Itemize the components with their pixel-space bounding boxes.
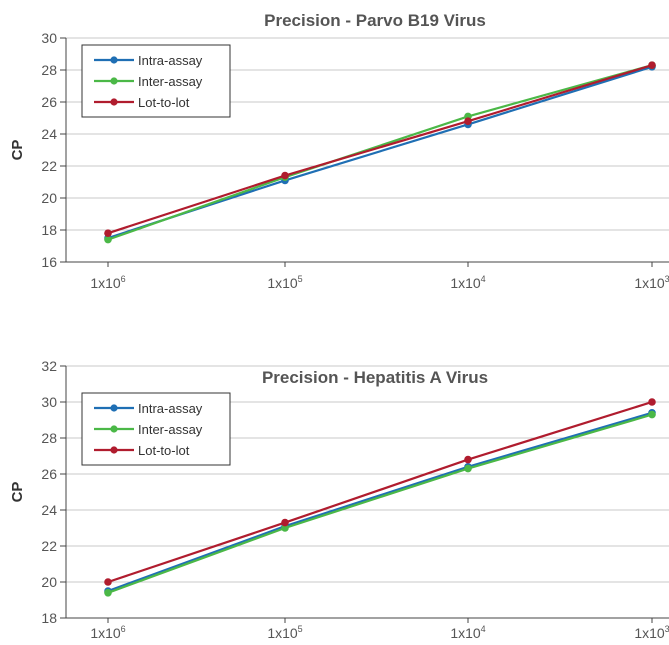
legend-marker — [110, 446, 118, 454]
chart-2: Precision - Hepatitis A Virus CP 18 20 22 24 2… — [9, 358, 669, 641]
legend-label: Inter-assay — [138, 74, 203, 89]
data-point — [104, 578, 112, 586]
data-point — [281, 524, 289, 532]
data-point — [104, 589, 112, 597]
data-point — [648, 410, 656, 419]
x-tick-label: 1x106 — [90, 274, 125, 291]
x-tick-label: 1x103 — [634, 624, 669, 641]
legend-marker — [110, 56, 118, 64]
x-tick-label: 1x104 — [450, 624, 485, 641]
chart-title: Precision - Hepatitis A Virus — [262, 368, 488, 387]
y-tick-label: 26 — [41, 94, 57, 110]
data-point — [464, 455, 472, 464]
legend-label: Lot-to-lot — [138, 95, 190, 110]
data-point — [648, 398, 656, 406]
data-point — [104, 235, 112, 244]
y-tick-label: 22 — [41, 158, 57, 174]
y-tick-label: 20 — [41, 190, 57, 206]
legend-marker — [110, 98, 118, 106]
data-point — [281, 171, 289, 180]
y-tick-label: 22 — [41, 538, 57, 554]
legend-label: Inter-assay — [138, 422, 203, 437]
data-point — [104, 229, 112, 237]
y-tick-label: 20 — [41, 574, 57, 590]
x-tick-label: 1x104 — [450, 274, 485, 291]
y-axis-label: CP — [9, 482, 26, 503]
y-tick-label: 28 — [41, 62, 57, 78]
y-tick-label: 18 — [41, 222, 57, 238]
y-tick-label: 28 — [41, 430, 57, 446]
y-tick-label: 18 — [41, 610, 57, 626]
y-tick-label: 16 — [41, 254, 57, 270]
y-tick-label: 24 — [41, 126, 57, 142]
series-line — [107, 413, 653, 594]
x-tick-label: 1x105 — [267, 624, 302, 641]
series-line — [107, 64, 653, 241]
series-line — [107, 400, 653, 584]
chart-1: Precision - Parvo B19 Virus CP 16 18 20 22 24 2… — [9, 11, 669, 291]
y-axis-label: CP — [9, 140, 26, 161]
legend-marker — [110, 425, 118, 433]
y-tick-label: 30 — [41, 394, 57, 410]
y-tick-label: 32 — [41, 358, 57, 374]
series-line — [107, 64, 653, 235]
x-tick-label: 1x103 — [634, 274, 669, 291]
data-point — [281, 518, 289, 527]
chart-title: Precision - Parvo B19 Virus — [264, 11, 486, 30]
x-tick-label: 1x105 — [267, 274, 302, 291]
data-point — [464, 464, 472, 473]
legend-marker — [110, 404, 118, 412]
data-point — [464, 117, 472, 125]
legend-label: Lot-to-lot — [138, 443, 190, 458]
y-tick-label: 30 — [41, 30, 57, 46]
x-tick-label: 1x106 — [90, 624, 125, 641]
y-tick-label: 26 — [41, 466, 57, 482]
legend-label: Intra-assay — [138, 401, 203, 416]
y-tick-label: 24 — [41, 502, 57, 518]
series-line — [107, 411, 653, 593]
legend-label: Intra-assay — [138, 53, 203, 68]
legend-marker — [110, 77, 118, 85]
data-point — [648, 61, 656, 69]
